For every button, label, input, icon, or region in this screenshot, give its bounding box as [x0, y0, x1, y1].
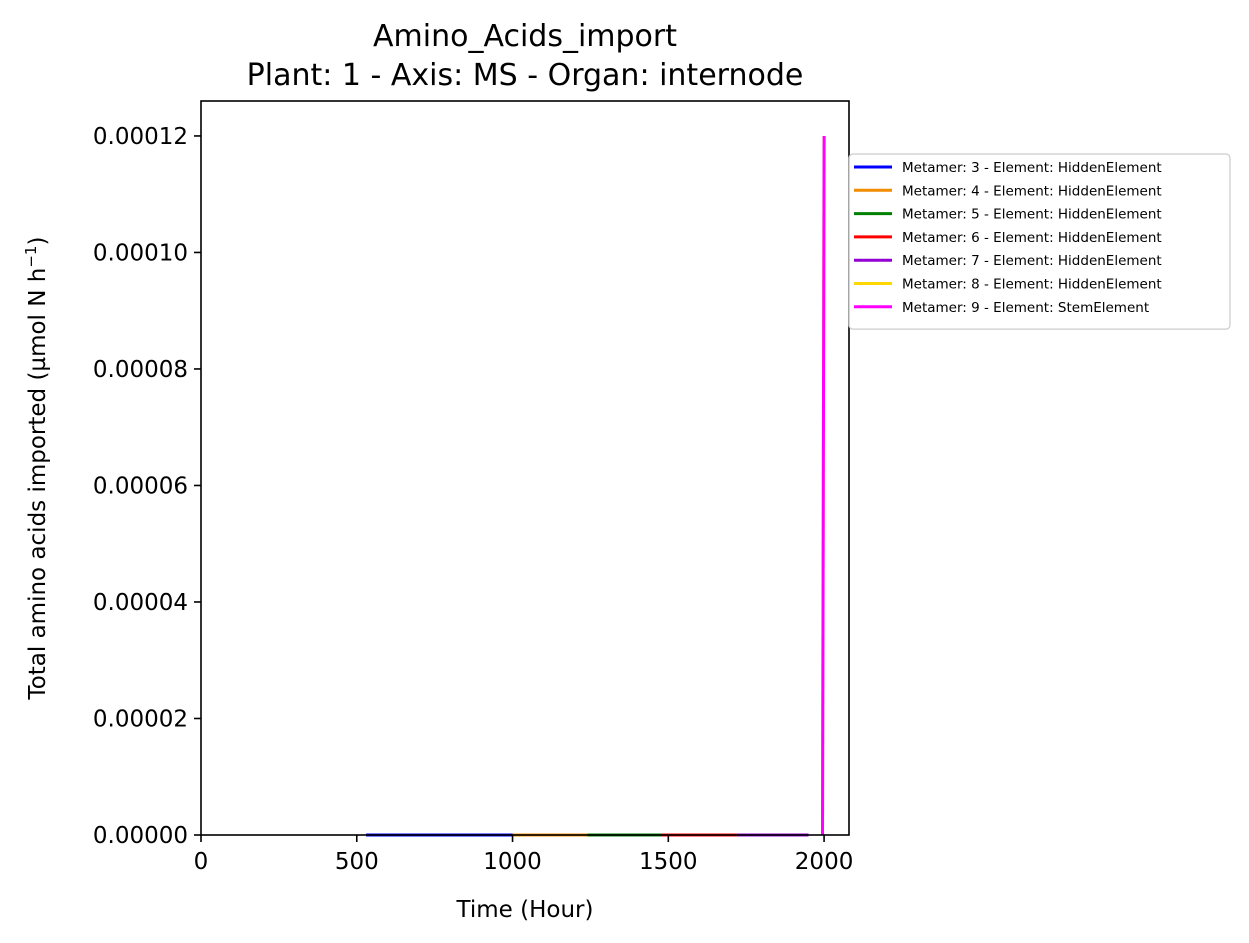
chart-subtitle: Plant: 1 - Axis: MS - Organ: internode: [247, 58, 804, 93]
x-tick-label: 0: [194, 849, 209, 875]
series-layer: [366, 135, 826, 837]
y-axis-label-suffix: ): [25, 237, 51, 246]
x-tick-label: 1500: [639, 849, 698, 875]
x-axis: 0 500 1000 1500 2000: [194, 835, 854, 875]
legend-entry-label: Metamer: 8 - Element: HiddenElement: [902, 277, 1162, 293]
y-tick-label: 0.00002: [93, 706, 188, 732]
x-tick-label: 1000: [483, 849, 542, 875]
y-axis-label-main: Total amino acids imported (µmol N h: [25, 268, 51, 701]
y-axis-label-exponent: −1: [22, 246, 40, 268]
legend-entry-label: Metamer: 5 - Element: HiddenElement: [902, 207, 1162, 223]
x-axis-label: Time (Hour): [456, 897, 594, 923]
y-axis-label: Total amino acids imported (µmol N h−1): [22, 237, 51, 701]
x-tick-label: 500: [335, 849, 379, 875]
y-tick-label: 0.00004: [93, 590, 188, 616]
y-tick-label: 0.00010: [93, 240, 188, 266]
legend: Metamer: 3 - Element: HiddenElement Metam…: [848, 153, 1231, 330]
legend-entry-label: Metamer: 4 - Element: HiddenElement: [902, 183, 1162, 199]
x-tick-label: 2000: [795, 849, 854, 875]
y-tick-label: 0.00012: [93, 124, 188, 150]
y-tick-label: 0.00008: [93, 357, 188, 383]
legend-entry-label: Metamer: 7 - Element: HiddenElement: [902, 253, 1162, 269]
plot-frame: [200, 100, 850, 836]
y-tick-label: 0.00000: [93, 823, 188, 849]
y-tick-label: 0.00006: [93, 473, 188, 499]
legend-entry-label: Metamer: 6 - Element: HiddenElement: [902, 230, 1162, 246]
y-axis: 0.00000 0.00002 0.00004 0.00006 0.00008 0.000…: [93, 124, 201, 849]
series-line-7: [821, 135, 826, 836]
legend-frame: [848, 153, 1231, 330]
legend-entry-label: Metamer: 3 - Element: HiddenElement: [902, 160, 1162, 176]
legend-entry-label: Metamer: 9 - Element: StemElement: [902, 300, 1149, 316]
chart-title: Amino_Acids_import: [373, 19, 677, 54]
